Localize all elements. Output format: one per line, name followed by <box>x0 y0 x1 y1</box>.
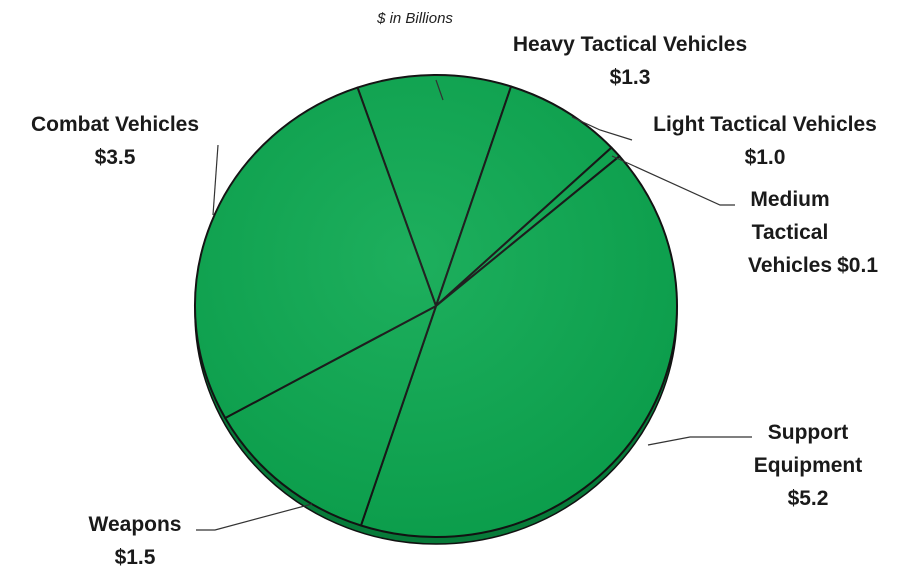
data-label: Heavy Tactical Vehicles $1.3 <box>480 28 780 94</box>
value-label: $1.5 <box>114 546 156 569</box>
leader-line <box>611 155 735 206</box>
value-label: $1.0 <box>744 146 786 169</box>
category-label: Weapons <box>88 513 182 536</box>
data-label: Support Equipment $5.2 <box>738 416 878 515</box>
data-label: Combat Vehicles $3.5 <box>10 108 220 174</box>
data-label: Light Tactical Vehicles $1.0 <box>630 108 900 174</box>
category-label: Support Equipment <box>753 421 863 477</box>
chart-subtitle: $ in Billions <box>377 10 453 27</box>
category-label: Combat Vehicles <box>30 113 200 136</box>
leader-line <box>435 79 444 101</box>
value-label: $5.2 <box>787 487 829 510</box>
data-label: Medium Tactical Vehicles $0.1 <box>700 183 880 282</box>
leader-line <box>212 144 219 216</box>
leader-line <box>647 436 752 446</box>
category-label: Light Tactical Vehicles <box>653 113 877 136</box>
value-label: $1.3 <box>609 66 651 89</box>
leader-line <box>571 116 633 141</box>
value-wrap: $0.1 <box>837 249 878 282</box>
value-label: $0.1 <box>837 254 878 277</box>
category-label: Medium Tactical Vehicles <box>747 188 833 277</box>
category-label: Heavy Tactical Vehicles <box>512 33 748 56</box>
leader-line <box>196 503 313 531</box>
data-label: Weapons $1.5 <box>80 508 190 574</box>
value-label: $3.5 <box>94 146 136 169</box>
